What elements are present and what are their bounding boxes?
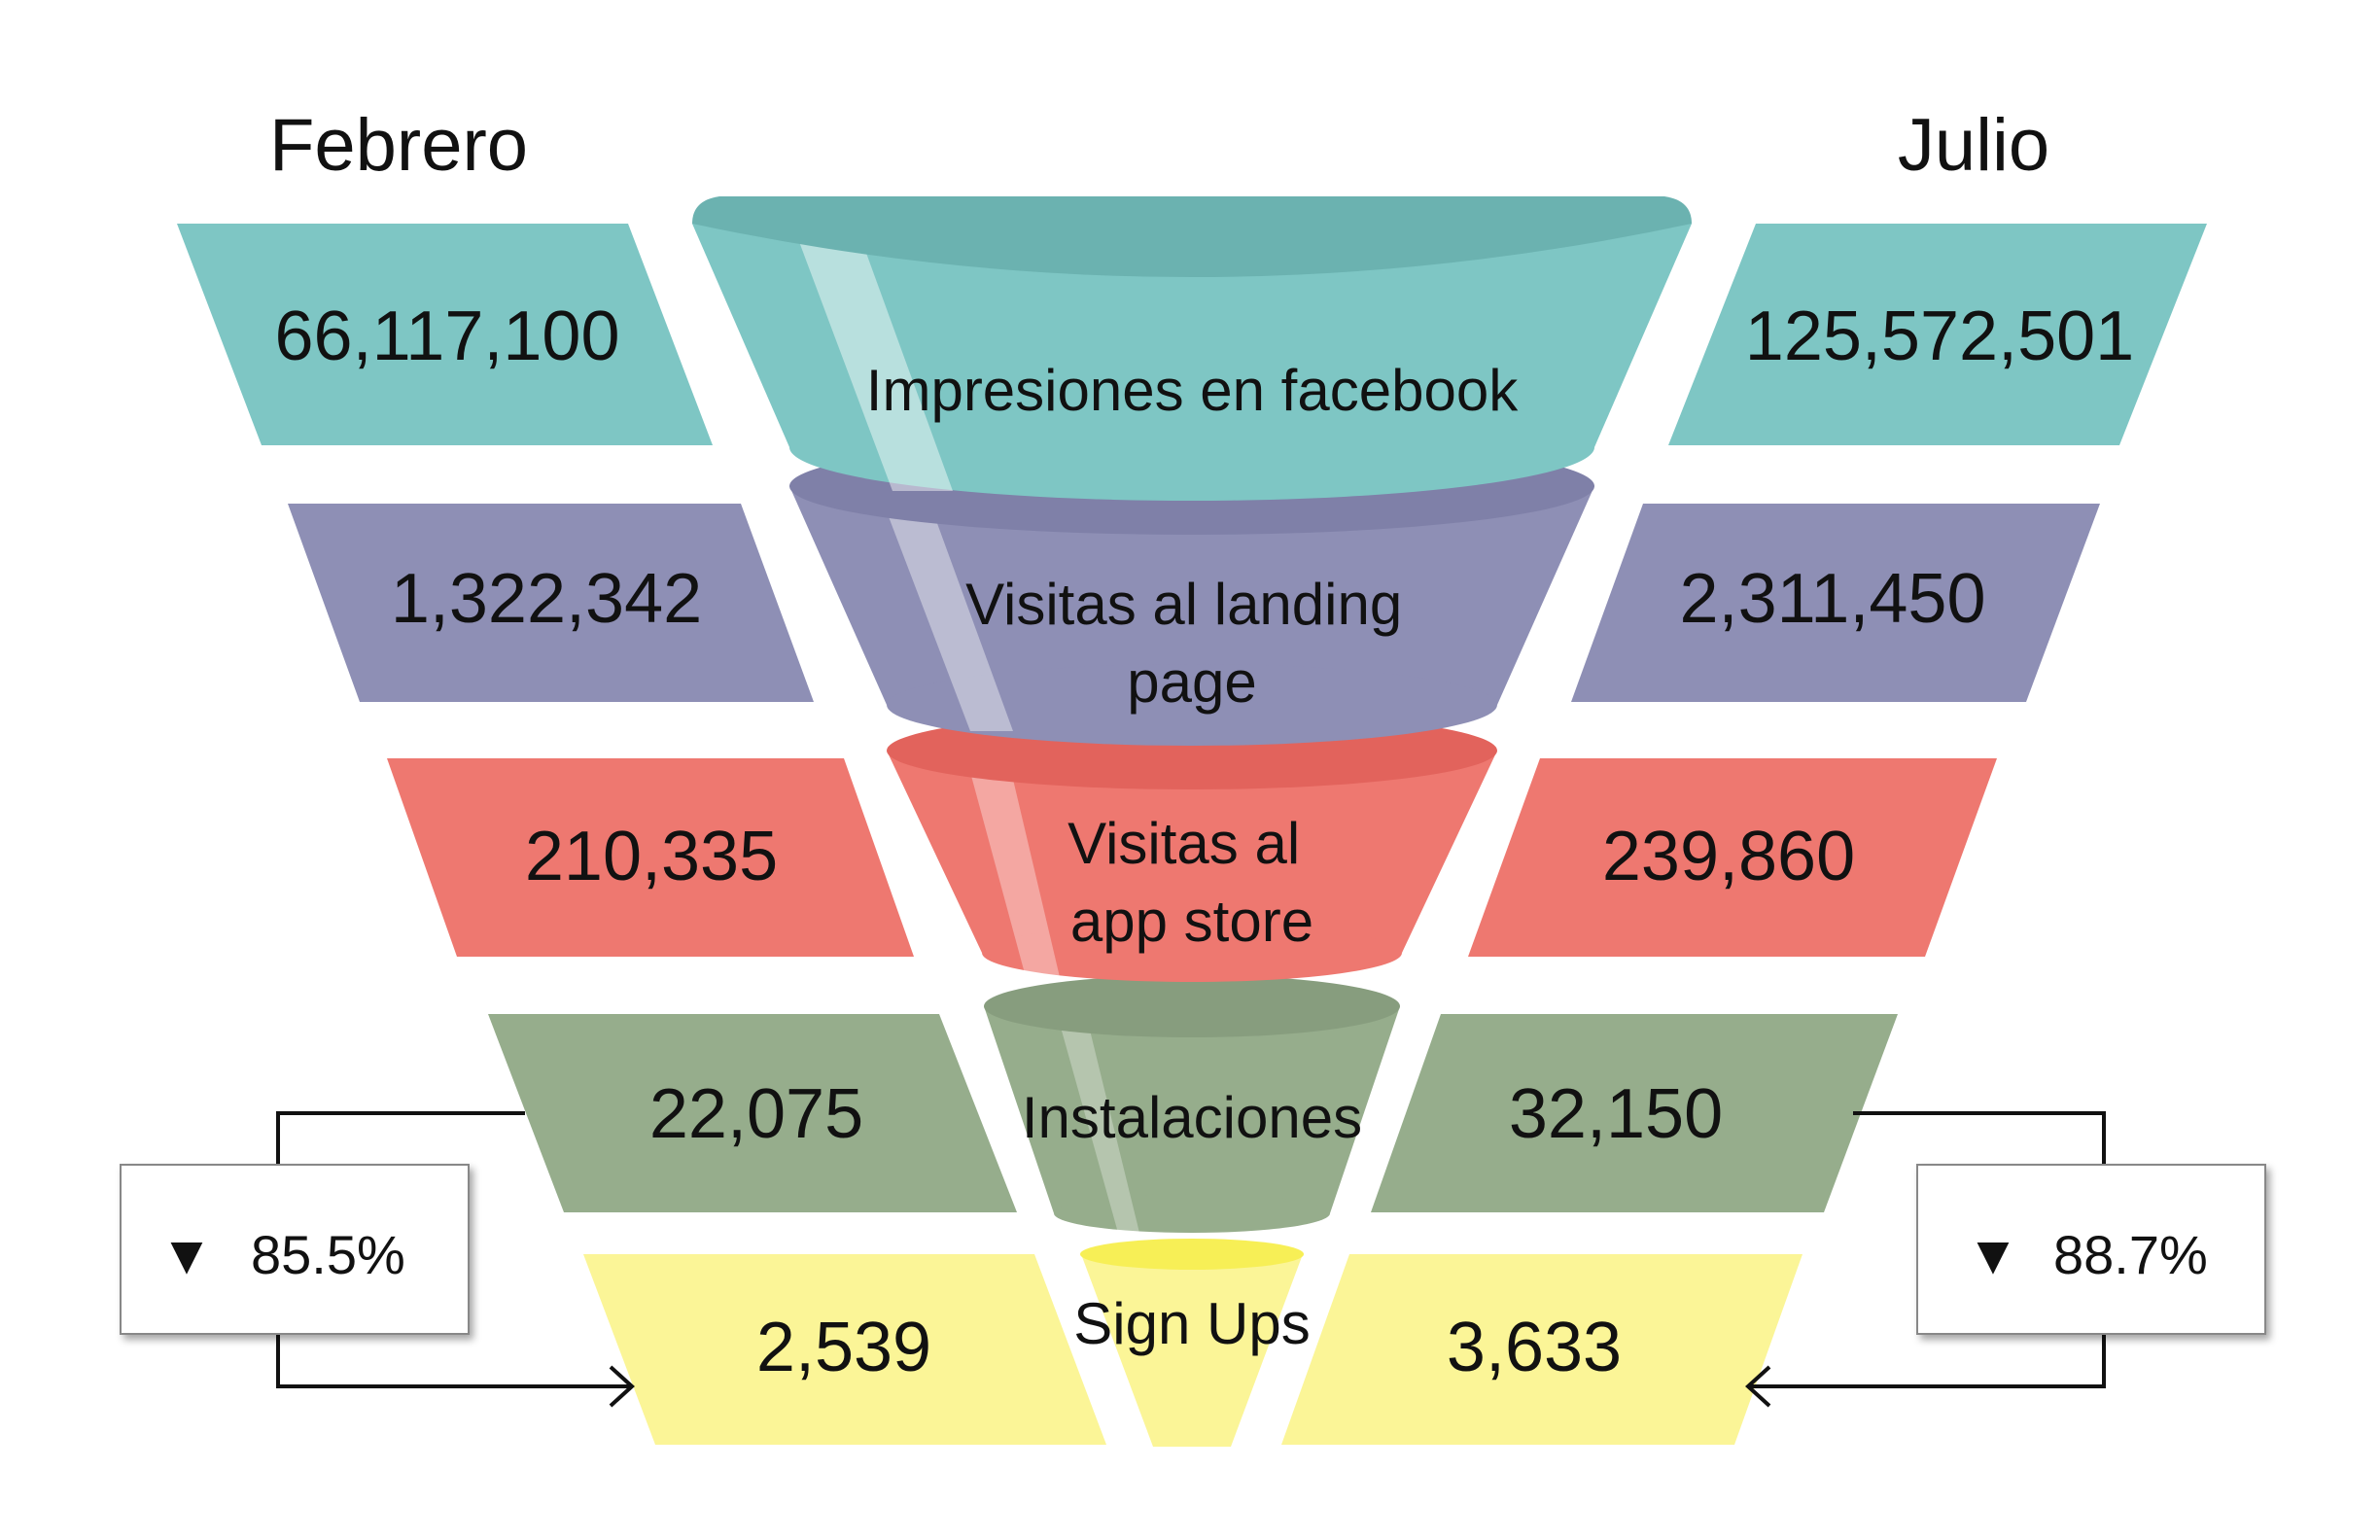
change-box-febrero-bg: [120, 1164, 470, 1335]
funnel-body-landing-page: [789, 486, 1594, 705]
right-connector-top: [1853, 1111, 2106, 1165]
arrowhead-left-icon: [1745, 1365, 1771, 1408]
julio-band-4: [1371, 1014, 1898, 1212]
stage-label-impresiones-line-1: Impresiones en facebook: [866, 358, 1519, 423]
julio-band-5: [1281, 1254, 1802, 1445]
febrero-band-1: [177, 224, 713, 445]
left-connector-top: [276, 1111, 525, 1165]
right-connector-bottom: [1750, 1334, 2106, 1388]
change-value-julio: 88.7%: [2053, 1224, 2208, 1285]
febrero-band-3: [387, 758, 914, 957]
julio-value-2: 2,311,450: [1680, 560, 1986, 638]
funnel-bottom-app-store: [982, 924, 1402, 982]
funnel-stage-impresiones: [692, 196, 1692, 501]
highlight-landing-page: [877, 486, 1013, 731]
julio-value-3: 239,860: [1602, 818, 1855, 895]
febrero-band-2: [288, 504, 814, 702]
febrero-value-1: 66,117,100: [274, 298, 619, 375]
funnel-rim-impresiones: [692, 196, 1692, 277]
febrero-value-4: 22,075: [649, 1075, 863, 1153]
highlight-app-store: [964, 751, 1060, 977]
febrero-band-4: [488, 1014, 1017, 1212]
febrero-band-5: [583, 1254, 1106, 1445]
arrowhead-right-icon: [609, 1365, 635, 1408]
julio-band-2: [1571, 504, 2100, 702]
febrero-value-3: 210,335: [525, 818, 778, 895]
stage-label-sign-ups: Sign Ups: [1073, 1291, 1310, 1356]
stage-label-landing-page-line-2: page: [1127, 649, 1256, 715]
stage-label-app-store: Visitas al app store: [1068, 811, 1316, 954]
change-box-julio-bg: [1916, 1164, 2266, 1335]
right-connector: [1745, 1111, 2106, 1408]
stage-label-sign-ups-line-1: Sign Ups: [1073, 1291, 1310, 1356]
funnel-body-instalaciones: [984, 1006, 1400, 1213]
funnel-bottom-landing-page: [887, 664, 1497, 746]
funnel-stage-instalaciones: [984, 975, 1400, 1233]
left-connector-bottom: [276, 1334, 630, 1388]
stage-label-landing-page-line-1: Visitas al landing: [965, 572, 1402, 637]
julio-value-5: 3,633: [1447, 1309, 1622, 1386]
julio-values: [1281, 224, 2207, 1445]
change-value-febrero: 85.5%: [251, 1224, 405, 1285]
funnel-rim-sign-ups: [1080, 1239, 1304, 1270]
change-box-julio: ▼ 88.7%: [1916, 1164, 2266, 1335]
change-box-febrero: ▼ 85.5%: [120, 1164, 470, 1335]
febrero-values: [177, 224, 1106, 1445]
funnel-stage-sign-ups: [1080, 1239, 1304, 1447]
stage-label-app-store-line-1: Visitas al: [1068, 811, 1300, 876]
column-header-julio: Julio: [1898, 104, 2049, 187]
down-triangle-icon: ▼: [159, 1224, 213, 1285]
julio-band-1: [1668, 224, 2207, 445]
julio-value-1: 125,572,501: [1745, 298, 2134, 375]
stage-label-landing-page: Visitas al landing page: [965, 572, 1418, 715]
stage-label-instalaciones: Instalaciones: [1022, 1085, 1362, 1150]
stage-label-impresiones: Impresiones en facebook: [866, 358, 1519, 423]
febrero-value-5: 2,539: [756, 1309, 931, 1386]
julio-band-3: [1468, 758, 1997, 957]
funnel-rim-instalaciones: [984, 975, 1400, 1037]
funnel-body-impresiones: [692, 224, 1692, 447]
funnel: [692, 196, 1692, 1447]
highlight-impresiones: [792, 224, 953, 491]
left-connector: [276, 1111, 635, 1408]
stage-label-instalaciones-line-1: Instalaciones: [1022, 1085, 1362, 1150]
highlight-instalaciones: [1055, 1006, 1139, 1233]
funnel-body-app-store: [887, 751, 1497, 953]
julio-value-4: 32,150: [1509, 1075, 1723, 1153]
funnel-body-sign-ups: [1081, 1254, 1303, 1447]
column-header-febrero: Febrero: [269, 104, 528, 187]
down-triangle-icon: ▼: [1966, 1224, 2019, 1285]
funnel-stage-app-store: [887, 712, 1497, 982]
febrero-value-2: 1,322,342: [391, 560, 702, 638]
stage-label-app-store-line-2: app store: [1070, 889, 1313, 954]
funnel-bottom-instalaciones: [1054, 1194, 1330, 1233]
funnel-bottom-impresiones: [789, 394, 1594, 501]
